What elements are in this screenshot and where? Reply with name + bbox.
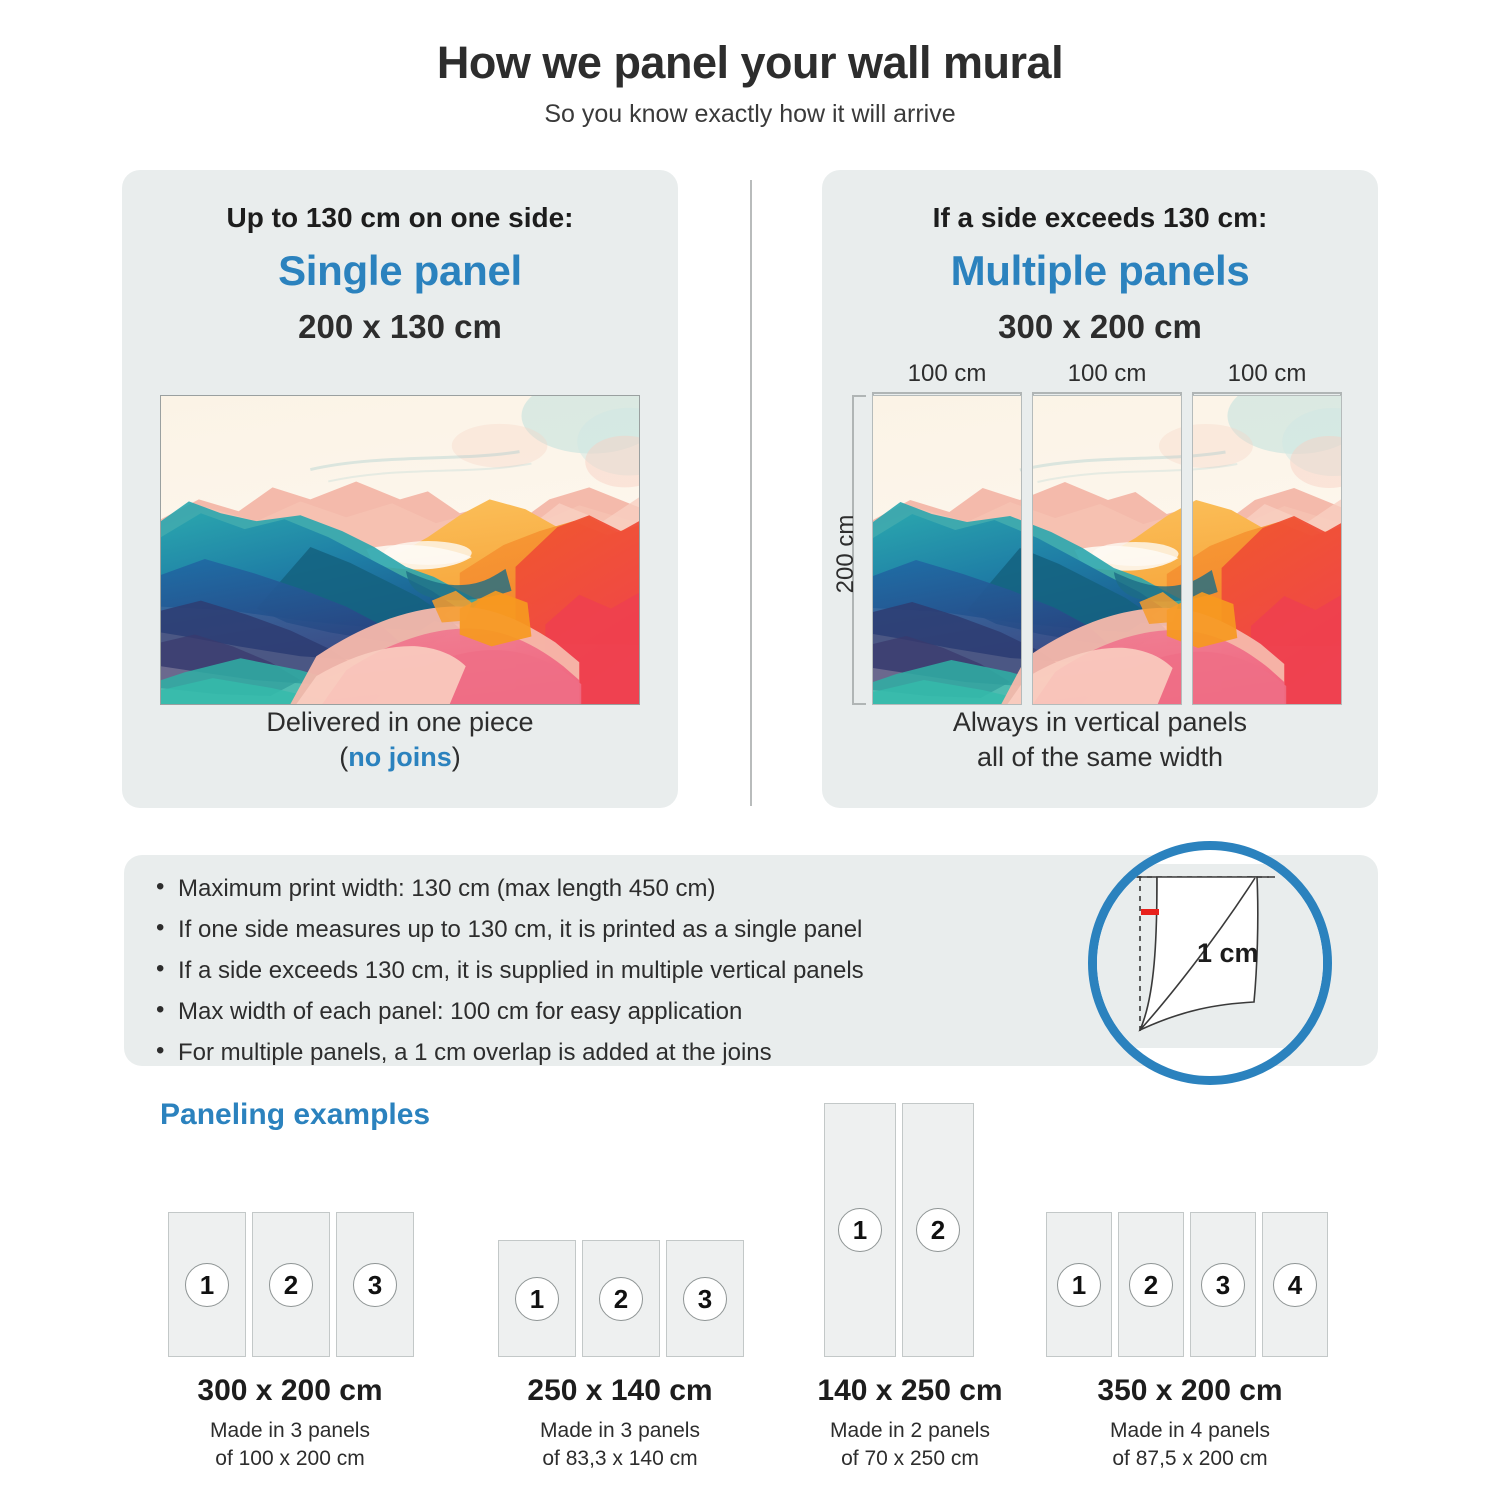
multiple-panels-dimension: 300 x 200 cm: [998, 307, 1202, 345]
cards-divider: [750, 180, 752, 806]
example-3-size: 140 x 250 cm: [817, 1374, 1003, 1407]
multiple-panels-footer-line1: Always in vertical panels: [952, 706, 1248, 737]
multiple-panels-highlight: Multiple panels: [950, 246, 1250, 294]
height-bracket: [852, 395, 866, 705]
mural-svg: [1193, 396, 1341, 704]
example-1-panels: 1 2 3: [140, 1212, 440, 1357]
width-label-1: 100 cm: [907, 360, 987, 387]
example-2-panel-1: 1: [498, 1240, 576, 1357]
example-4-panel-4: 4: [1262, 1212, 1328, 1357]
width-label-2: 100 cm: [1067, 360, 1147, 387]
header: How we panel your wall mural So you know…: [0, 38, 1500, 129]
example-group-2: 1 2 3 250 x 140 cm Made in 3 panels of 8…: [470, 1240, 770, 1472]
panel-badge: 2: [916, 1208, 960, 1252]
panel-badge: 4: [1273, 1262, 1317, 1307]
note-item: If a side exceeds 130 cm, it is supplied…: [152, 957, 1072, 983]
example-1-desc-line1: Made in 3 panels: [210, 1419, 370, 1442]
mural-strip-1: [872, 395, 1022, 705]
paren-open: (: [339, 742, 349, 773]
example-1-panel-3: 3: [336, 1212, 414, 1357]
notes-list: Maximum print width: 130 cm (max length …: [152, 875, 1072, 1082]
example-1-desc-line2: of 100 x 200 cm: [215, 1446, 365, 1470]
panel-badge: 1: [515, 1276, 559, 1321]
panel-badge: 1: [1057, 1262, 1101, 1307]
single-panel-footer: Delivered in one piece (no joins): [122, 705, 678, 776]
note-item: Maximum print width: 130 cm (max length …: [152, 875, 1072, 901]
mural-svg: [1033, 396, 1181, 704]
page-title: How we panel your wall mural: [436, 37, 1064, 88]
no-joins-highlight: no joins: [348, 742, 452, 773]
panel-badge: 3: [1201, 1262, 1245, 1307]
single-panel-footer-line1: Delivered in one piece: [266, 706, 534, 737]
example-4-panel-1: 1: [1046, 1212, 1112, 1357]
overlap-diagram: 1 cm: [1088, 841, 1332, 1085]
example-4-desc: Made in 4 panels of 87,5 x 200 cm: [1040, 1417, 1340, 1472]
height-label: 200 cm: [832, 514, 859, 594]
paneling-examples-title: Paneling examples: [160, 1098, 431, 1131]
example-3-desc: Made in 2 panels of 70 x 250 cm: [780, 1417, 1040, 1472]
example-group-3: 1 2 140 x 250 cm Made in 2 panels of 70 …: [780, 1103, 1040, 1472]
panel-badge: 2: [269, 1262, 313, 1307]
mural-svg: [873, 396, 1021, 704]
page-subtitle: So you know exactly how it will arrive: [544, 99, 956, 128]
example-4-desc-line1: Made in 4 panels: [1110, 1419, 1270, 1442]
example-1-size: 300 x 200 cm: [197, 1374, 383, 1407]
paren-close: ): [451, 742, 461, 773]
example-2-panel-3: 3: [666, 1240, 744, 1357]
example-4-panel-2: 2: [1118, 1212, 1184, 1357]
mural-panel-strips: [872, 395, 1342, 705]
example-2-size: 250 x 140 cm: [527, 1374, 713, 1407]
example-4-desc-line2: of 87,5 x 200 cm: [1112, 1446, 1268, 1470]
example-2-panels: 1 2 3: [470, 1240, 770, 1357]
single-panel-heading: Up to 130 cm on one side:: [226, 202, 574, 233]
multiple-panels-footer-line2: all of the same width: [976, 742, 1224, 773]
panel-badge: 2: [599, 1276, 643, 1321]
example-4-panels: 1 2 3 4: [1040, 1212, 1340, 1357]
example-1-desc: Made in 3 panels of 100 x 200 cm: [140, 1417, 440, 1472]
example-1-panel-1: 1: [168, 1212, 246, 1357]
panel-badge: 3: [683, 1276, 727, 1321]
example-3-panel-2: 2: [902, 1103, 974, 1357]
mural-strip-3: [1192, 395, 1342, 705]
note-item: Max width of each panel: 100 cm for easy…: [152, 998, 1072, 1024]
example-2-desc-line2: of 83,3 x 140 cm: [542, 1446, 698, 1470]
panel-badge: 2: [1129, 1262, 1173, 1307]
example-group-4: 1 2 3 4 350 x 200 cm Made in 4 panels of…: [1040, 1212, 1340, 1472]
example-2-desc: Made in 3 panels of 83,3 x 140 cm: [470, 1417, 770, 1472]
example-2-desc-line1: Made in 3 panels: [540, 1419, 700, 1442]
overlap-label: 1 cm: [1197, 938, 1259, 968]
example-4-size: 350 x 200 cm: [1097, 1374, 1283, 1407]
panel-badge: 3: [353, 1262, 397, 1307]
multiple-panels-card: If a side exceeds 130 cm: Multiple panel…: [822, 170, 1378, 808]
example-3-panels: 1 2: [780, 1103, 1040, 1357]
example-2-panel-2: 2: [582, 1240, 660, 1357]
width-label-3: 100 cm: [1227, 360, 1307, 387]
example-3-desc-line2: of 70 x 250 cm: [841, 1446, 979, 1470]
single-panel-card: Up to 130 cm on one side: Single panel 2…: [122, 170, 678, 808]
mural-svg: [161, 396, 639, 704]
example-group-1: 1 2 3 300 x 200 cm Made in 3 panels of 1…: [140, 1212, 440, 1472]
mural-strip-2: [1032, 395, 1182, 705]
single-panel-dimension: 200 x 130 cm: [298, 307, 502, 345]
panel-badge: 1: [838, 1208, 882, 1252]
example-3-desc-line1: Made in 2 panels: [830, 1419, 990, 1442]
note-item: For multiple panels, a 1 cm overlap is a…: [152, 1039, 1072, 1065]
note-item: If one side measures up to 130 cm, it is…: [152, 916, 1072, 942]
example-1-panel-2: 2: [252, 1212, 330, 1357]
single-panel-highlight: Single panel: [278, 246, 522, 294]
mural-artwork-single: [160, 395, 640, 705]
overlap-illustration: [1097, 864, 1323, 1048]
panel-badge: 1: [185, 1262, 229, 1307]
multiple-panels-heading: If a side exceeds 130 cm:: [932, 202, 1268, 233]
multiple-panels-footer: Always in vertical panels all of the sam…: [822, 705, 1378, 776]
example-3-panel-1: 1: [824, 1103, 896, 1357]
example-4-panel-3: 3: [1190, 1212, 1256, 1357]
